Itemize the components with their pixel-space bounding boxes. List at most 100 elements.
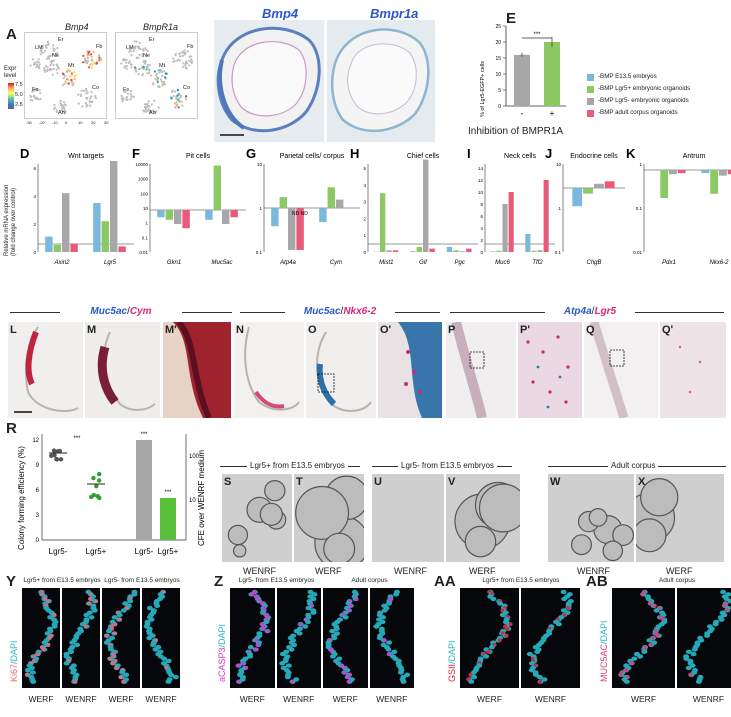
- if-signal: [508, 622, 513, 627]
- if-medium-label: WENRF: [283, 694, 315, 704]
- tsne-point: [99, 59, 102, 62]
- if-nucleus: [690, 651, 697, 657]
- tsne-point: [134, 70, 138, 73]
- if-nucleus: [471, 674, 478, 680]
- if-nucleus: [329, 654, 336, 659]
- if-signal: [629, 661, 634, 666]
- tsne-point: [67, 82, 70, 85]
- qpcr-bar: [416, 247, 422, 252]
- if-image: [62, 588, 100, 688]
- qpcr-title-d: Wnt targets: [68, 153, 104, 160]
- if-signal: [289, 679, 294, 684]
- tsne-x-tick: 10: [78, 120, 83, 125]
- label-v: V: [448, 476, 456, 488]
- if-cells: [683, 589, 731, 684]
- legend-label: -BMP Lgr5+ embryonic organoids: [598, 85, 691, 92]
- tsne-point: [35, 88, 38, 91]
- panel-letter-aa: AA: [434, 573, 456, 590]
- qpcr-bar: [531, 250, 537, 252]
- qpcr-tick: 1: [259, 206, 262, 211]
- if-nucleus: [68, 649, 75, 654]
- tsne-point: [88, 104, 91, 107]
- tsne-point: [185, 95, 188, 98]
- tsne-point: [44, 49, 47, 52]
- tsne-point: [130, 46, 133, 49]
- tsne-point: [44, 64, 47, 67]
- tsne-point: [49, 64, 52, 67]
- tsne-x-tick: 30: [104, 120, 109, 125]
- if-signal: [236, 663, 240, 668]
- tsne-point: [184, 98, 188, 101]
- chart-r-tick-left: 3: [36, 513, 40, 519]
- tsne-point: [163, 70, 166, 73]
- if-nucleus: [304, 619, 311, 625]
- if-nucleus: [168, 672, 174, 677]
- chart-r-tick-left: 6: [36, 488, 40, 494]
- if-nucleus: [91, 608, 98, 613]
- tsne-point: [48, 55, 51, 58]
- if-nucleus: [296, 631, 303, 636]
- tsne-point: [84, 87, 88, 90]
- tsne-point: [90, 58, 94, 62]
- qpcr-bar: [327, 187, 335, 208]
- panel-letter-h: H: [350, 148, 359, 161]
- organoid: [640, 478, 679, 517]
- tsne-point: [88, 101, 91, 104]
- tsne-point: [174, 106, 177, 109]
- qpcr-tick: 14: [478, 166, 484, 171]
- if-dapi-label: /DAPI: [9, 640, 19, 664]
- if-cells: [372, 589, 410, 684]
- header-muc5ac-cym: Muc5ac/Cym: [60, 306, 182, 317]
- if-image: [460, 588, 519, 688]
- tsne-point: [144, 48, 147, 51]
- panel-letter-ab: AB: [586, 573, 608, 590]
- tsne-point: [183, 53, 187, 56]
- chart-r-category: Lgr5+: [86, 547, 107, 556]
- if-nucleus: [30, 679, 37, 684]
- chart-e-tick-label: 0: [498, 104, 501, 110]
- tsne-point: [89, 63, 92, 66]
- tsne-point: [77, 102, 80, 105]
- panel-letter-y: Y: [6, 573, 17, 590]
- qpcr-bar: [319, 208, 327, 222]
- chart-r: Colony forming efficiency (%) CFE over WE…: [17, 432, 206, 556]
- tsne-point: [56, 72, 59, 75]
- qpcr-bar: [182, 210, 190, 229]
- qpcr-tick: 8: [480, 202, 483, 207]
- tsne-point: [90, 53, 93, 56]
- tsne-title-left: Bmp4: [65, 22, 89, 32]
- qpcr-bar: [386, 250, 392, 252]
- if-cells: [526, 589, 574, 684]
- qpcr-tick: 0: [363, 250, 366, 255]
- tsne-point: [164, 76, 167, 79]
- tsne-point: [181, 104, 184, 107]
- if-image: [230, 588, 275, 688]
- if-nucleus: [379, 619, 386, 625]
- tsne-point: [84, 102, 88, 105]
- tsne-point: [44, 70, 47, 73]
- label-t: T: [296, 476, 303, 488]
- if-signal: [386, 652, 391, 657]
- tsne-point: [189, 60, 192, 63]
- tsne-point: [91, 64, 94, 67]
- if-header: Adult corpus: [351, 577, 388, 584]
- ish-image-m-prime: [163, 322, 231, 418]
- tsne-point: [178, 52, 181, 56]
- label-n: N: [236, 324, 244, 336]
- tsne-point: [120, 94, 123, 97]
- tsne-point: [66, 70, 69, 73]
- qpcr-bar: [45, 236, 53, 252]
- tsne-point: [52, 47, 55, 50]
- organoid: [464, 525, 497, 558]
- if-nucleus: [127, 599, 134, 604]
- qpcr-gene-label: Atp4a: [279, 260, 296, 266]
- chart-r-point: [96, 478, 102, 483]
- if-signal: [244, 665, 249, 670]
- if-nucleus: [331, 635, 338, 641]
- ish-q-prime-tissue: [678, 345, 702, 394]
- tsne-point: [161, 84, 164, 87]
- qpcr-bar: [543, 180, 549, 252]
- if-nucleus: [165, 658, 172, 664]
- if-nucleus: [165, 679, 172, 684]
- tsne-point: [43, 67, 46, 70]
